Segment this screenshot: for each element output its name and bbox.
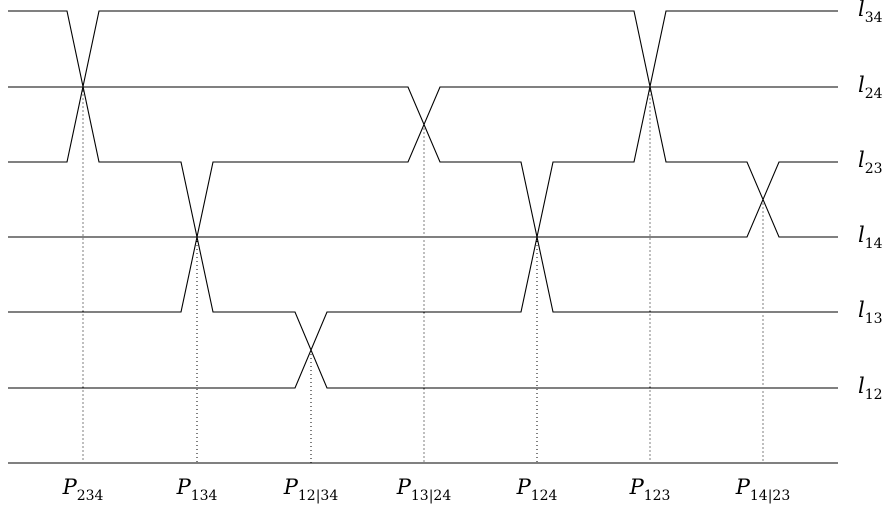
point-label-p134: P134 [176,475,218,504]
point-label-p134-base: P [176,475,192,499]
line-label-l24-base: l [858,73,865,97]
line-label-l13-subscript: 13 [865,311,883,327]
point-label-p12-34: P12|34 [283,475,339,504]
point-label-p14-23-base: P [735,475,751,499]
line-label-l12-base: l [858,374,865,398]
point-label-p13-24: P13|24 [396,475,452,504]
point-label-p123-base: P [629,475,645,499]
guide-lines [82,86,764,463]
point-label-p14-23-subscript: 14|23 [750,488,790,504]
point-label-p234-subscript: 234 [77,488,104,504]
point-label-p134-subscript: 134 [191,488,218,504]
point-label-p13-24-base: P [396,475,412,499]
point-label-p124-subscript: 124 [531,488,558,504]
line-label-l23-base: l [858,148,865,172]
point-label-p124-base: P [516,475,532,499]
line-label-l23: l23 [858,148,883,177]
line-label-l13: l13 [858,298,883,327]
wire-l12 [8,10,838,389]
line-label-l12-subscript: 12 [865,387,883,403]
point-label-p12-34-subscript: 12|34 [298,488,338,504]
point-label-p234-base: P [62,475,78,499]
point-label-p124: P124 [516,475,558,504]
line-label-l34-base: l [858,0,865,21]
point-label-p234: P234 [62,475,104,504]
wires [8,10,838,389]
line-label-l34: l34 [858,0,883,26]
line-label-l23-subscript: 23 [865,161,883,177]
line-label-l12: l12 [858,374,883,403]
wire-l13 [8,86,838,313]
wire-l23 [8,161,838,238]
wire-l34 [8,10,838,389]
line-label-l14-base: l [858,223,865,247]
line-label-l34-subscript: 34 [865,10,883,26]
point-label-p123: P123 [629,475,671,504]
point-labels: P234 P134 P12|34 P13|24 P124 P123 P14|23 [62,475,791,504]
line-label-l13-base: l [858,298,865,322]
line-label-l14-subscript: 14 [865,236,883,252]
point-label-p14-23: P14|23 [735,475,791,504]
point-label-p12-34-base: P [283,475,299,499]
line-label-l24: l24 [858,73,883,102]
line-label-l14: l14 [858,223,883,252]
wire-l24 [8,86,838,313]
wire-l14 [8,10,838,238]
line-label-l24-subscript: 24 [865,86,883,102]
point-label-p123-subscript: 123 [644,488,671,504]
point-label-p13-24-subscript: 13|24 [411,488,451,504]
